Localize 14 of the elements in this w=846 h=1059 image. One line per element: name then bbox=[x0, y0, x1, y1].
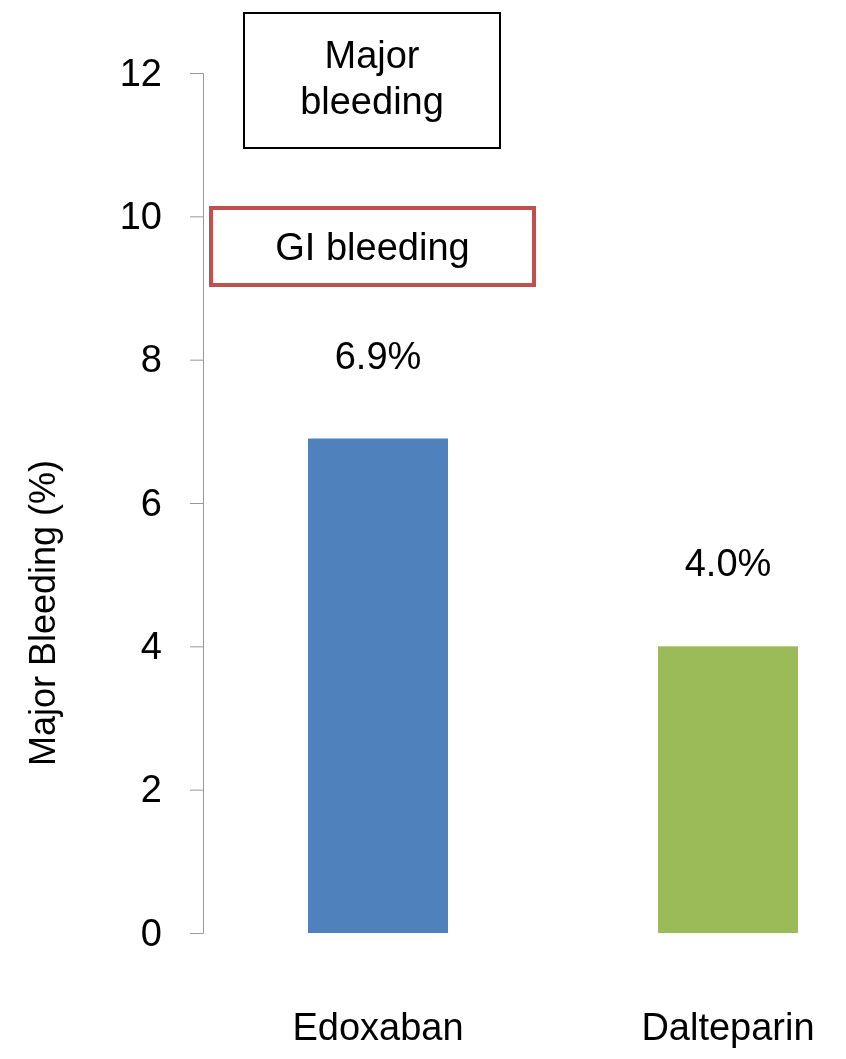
y-tick-label: 2 bbox=[140, 768, 162, 811]
y-tick-label: 10 bbox=[119, 194, 162, 237]
x-tick-label: Edoxaban bbox=[292, 1005, 464, 1048]
y-tick-label: 6 bbox=[140, 481, 162, 524]
y-tick-label: 8 bbox=[140, 338, 162, 381]
x-tick-label: Dalteparin bbox=[641, 1005, 815, 1048]
y-tick-label: 4 bbox=[140, 624, 162, 667]
y-axis-title: Major Bleeding (%) bbox=[22, 459, 63, 767]
data-label: 4.0% bbox=[684, 542, 772, 585]
annotation: Major bleeding bbox=[300, 34, 444, 122]
y-tick-label: 12 bbox=[119, 51, 162, 94]
annotation: GI bleeding bbox=[275, 226, 470, 268]
data-label: 6.9% bbox=[334, 334, 422, 377]
y-tick-label: 0 bbox=[140, 911, 162, 954]
